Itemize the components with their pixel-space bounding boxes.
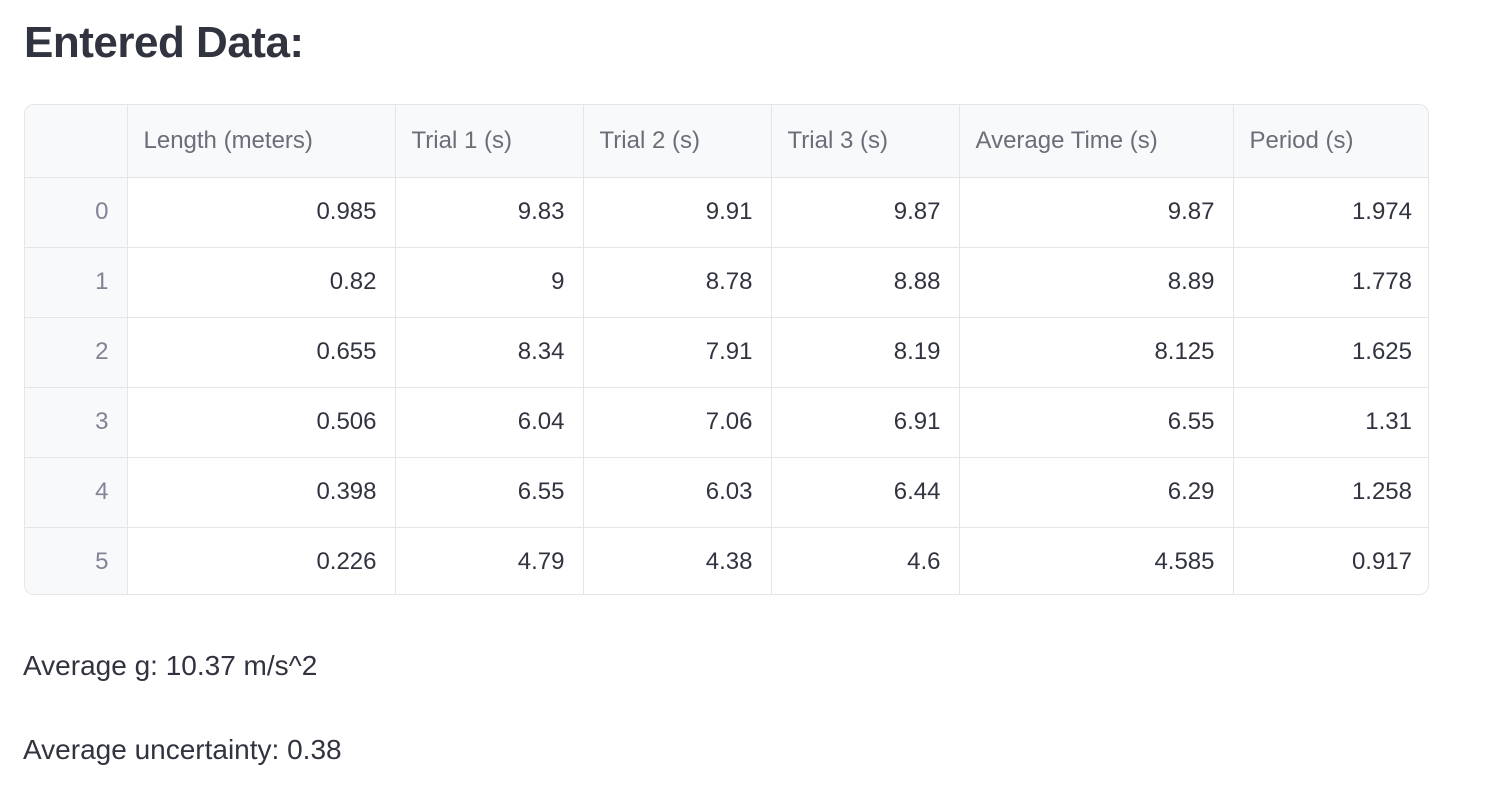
table-header-row: Length (meters) Trial 1 (s) Trial 2 (s) … — [25, 105, 1428, 178]
cell-trial-1[interactable]: 8.34 — [395, 317, 584, 388]
average-uncertainty-text: Average uncertainty: 0.38 — [23, 734, 342, 765]
column-header-trial-3[interactable]: Trial 3 (s) — [771, 105, 960, 178]
row-index: 1 — [25, 247, 128, 318]
table-row: 2 0.655 8.34 7.91 8.19 8.125 1.625 — [25, 317, 1428, 388]
cell-trial-1[interactable]: 4.79 — [395, 527, 584, 594]
cell-length[interactable]: 0.655 — [127, 317, 396, 388]
cell-period[interactable]: 1.31 — [1233, 387, 1428, 458]
data-table[interactable]: Length (meters) Trial 1 (s) Trial 2 (s) … — [24, 104, 1429, 595]
cell-average-time[interactable]: 6.55 — [959, 387, 1234, 458]
cell-trial-2[interactable]: 8.78 — [583, 247, 772, 318]
row-index: 3 — [25, 387, 128, 458]
cell-trial-2[interactable]: 4.38 — [583, 527, 772, 594]
cell-trial-3[interactable]: 6.91 — [771, 387, 960, 458]
column-header-average-time[interactable]: Average Time (s) — [959, 105, 1234, 178]
cell-length[interactable]: 0.506 — [127, 387, 396, 458]
cell-average-time[interactable]: 6.29 — [959, 457, 1234, 528]
cell-average-time[interactable]: 9.87 — [959, 177, 1234, 248]
cell-trial-3[interactable]: 9.87 — [771, 177, 960, 248]
cell-trial-3[interactable]: 4.6 — [771, 527, 960, 594]
cell-trial-2[interactable]: 7.91 — [583, 317, 772, 388]
table-row: 4 0.398 6.55 6.03 6.44 6.29 1.258 — [25, 457, 1428, 528]
average-g-text: Average g: 10.37 m/s^2 — [23, 650, 318, 681]
page-title: Entered Data: — [24, 18, 304, 67]
column-header-trial-1[interactable]: Trial 1 (s) — [395, 105, 584, 178]
table-row: 3 0.506 6.04 7.06 6.91 6.55 1.31 — [25, 387, 1428, 458]
column-header-trial-2[interactable]: Trial 2 (s) — [583, 105, 772, 178]
row-index: 2 — [25, 317, 128, 388]
cell-trial-3[interactable]: 8.19 — [771, 317, 960, 388]
column-header-period[interactable]: Period (s) — [1233, 105, 1428, 178]
table-row: 0 0.985 9.83 9.91 9.87 9.87 1.974 — [25, 177, 1428, 248]
cell-period[interactable]: 1.258 — [1233, 457, 1428, 528]
cell-length[interactable]: 0.985 — [127, 177, 396, 248]
cell-trial-3[interactable]: 6.44 — [771, 457, 960, 528]
cell-length[interactable]: 0.398 — [127, 457, 396, 528]
cell-period[interactable]: 1.974 — [1233, 177, 1428, 248]
cell-average-time[interactable]: 8.125 — [959, 317, 1234, 388]
cell-trial-1[interactable]: 9.83 — [395, 177, 584, 248]
cell-average-time[interactable]: 8.89 — [959, 247, 1234, 318]
cell-trial-1[interactable]: 6.55 — [395, 457, 584, 528]
cell-trial-2[interactable]: 6.03 — [583, 457, 772, 528]
row-index: 5 — [25, 527, 128, 594]
cell-trial-2[interactable]: 9.91 — [583, 177, 772, 248]
index-column-header — [25, 105, 128, 178]
cell-period[interactable]: 1.625 — [1233, 317, 1428, 388]
cell-trial-2[interactable]: 7.06 — [583, 387, 772, 458]
cell-average-time[interactable]: 4.585 — [959, 527, 1234, 594]
column-header-length[interactable]: Length (meters) — [127, 105, 396, 178]
table-row: 5 0.226 4.79 4.38 4.6 4.585 0.917 — [25, 527, 1428, 594]
cell-period[interactable]: 0.917 — [1351, 548, 1412, 576]
cell-trial-1[interactable]: 6.04 — [395, 387, 584, 458]
table-row: 1 0.82 9 8.78 8.88 8.89 1.778 — [25, 247, 1428, 318]
row-index: 0 — [25, 177, 128, 248]
row-index: 4 — [25, 457, 128, 528]
cell-length[interactable]: 0.82 — [127, 247, 396, 318]
cell-length[interactable]: 0.226 — [127, 527, 396, 594]
cell-period[interactable]: 1.778 — [1233, 247, 1428, 318]
cell-trial-3[interactable]: 8.88 — [771, 247, 960, 318]
cell-trial-1[interactable]: 9 — [395, 247, 584, 318]
